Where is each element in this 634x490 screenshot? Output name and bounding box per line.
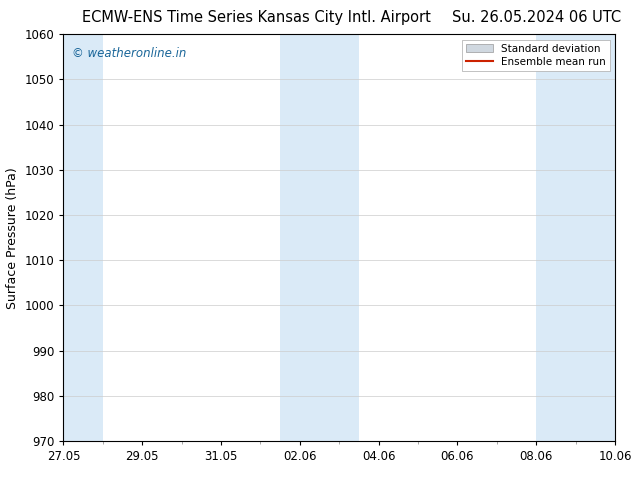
Y-axis label: Surface Pressure (hPa): Surface Pressure (hPa) [6, 167, 19, 309]
Text: ECMW-ENS Time Series Kansas City Intl. Airport: ECMW-ENS Time Series Kansas City Intl. A… [82, 10, 431, 25]
Legend: Standard deviation, Ensemble mean run: Standard deviation, Ensemble mean run [462, 40, 610, 71]
Bar [576, 34, 615, 441]
Bar [536, 34, 576, 441]
Bar [280, 34, 320, 441]
Bar [320, 34, 359, 441]
Text: © weatheronline.in: © weatheronline.in [72, 47, 186, 59]
Bar [63, 34, 103, 441]
Text: Su. 26.05.2024 06 UTC: Su. 26.05.2024 06 UTC [452, 10, 621, 25]
